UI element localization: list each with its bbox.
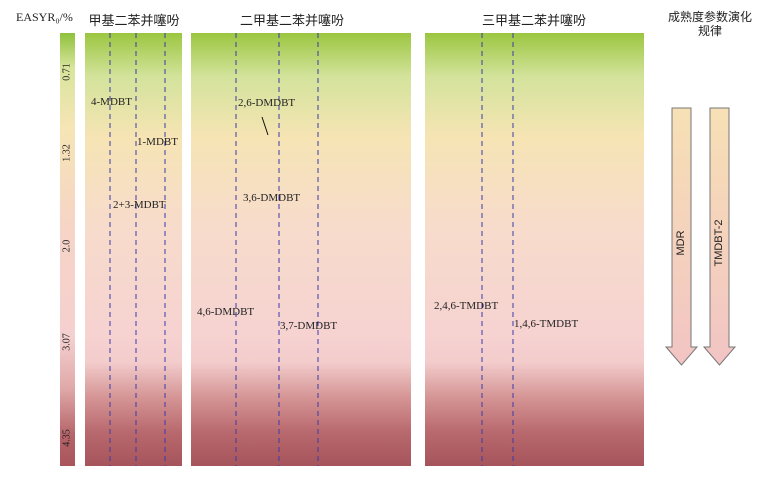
side-title: 成熟度参数演化规律 [667, 10, 752, 38]
tmdbt2-arrow-shape [702, 107, 737, 366]
maturity-color-bar [60, 33, 75, 466]
mdr-arrow-shape [664, 107, 699, 366]
peak-label-2-6-dmdbt: 2,6-DMDBT [238, 97, 296, 109]
guide-lines [109, 33, 514, 466]
peak-label-4-6-dmdbt: 4,6-DMDBT [197, 306, 255, 318]
panel-title-dmdbt: 二甲基二苯并噻吩 [239, 14, 345, 29]
pointer-line-26dmdbt [261, 116, 269, 136]
peak-label-3-6-dmdbt: 3,6-DMDBT [243, 192, 301, 204]
tmdbt-panel [425, 33, 644, 466]
peak-label-3-7-dmdbt: 3,7-DMDBT [280, 320, 338, 332]
mdbt-panel [85, 33, 182, 466]
panel-title-tmdbt: 三甲基二苯并噻吩 [481, 14, 587, 29]
peak-label-2-3-mdbt: 2+3-MDBT [113, 199, 166, 211]
maturity-axis-title: EASYR₀/% [16, 10, 73, 24]
maturity-arrows [664, 107, 737, 366]
mdr-arrow-label: MDR [675, 230, 687, 256]
panel-title-mdbt: 甲基二苯并噻吩 [88, 14, 180, 29]
dmdbt-panel [191, 33, 411, 466]
tmdbt2-arrow-label: TMDBT-2 [713, 219, 725, 267]
peak-label-2-4-6-tmdbt: 2,4,6-TMDBT [434, 300, 499, 312]
peak-label-1-4-6-tmdbt: 1,4,6-TMDBT [514, 318, 579, 330]
peak-label-1-mdbt: 1-MDBT [137, 136, 178, 148]
peak-label-4-mdbt: 4-MDBT [91, 96, 132, 108]
